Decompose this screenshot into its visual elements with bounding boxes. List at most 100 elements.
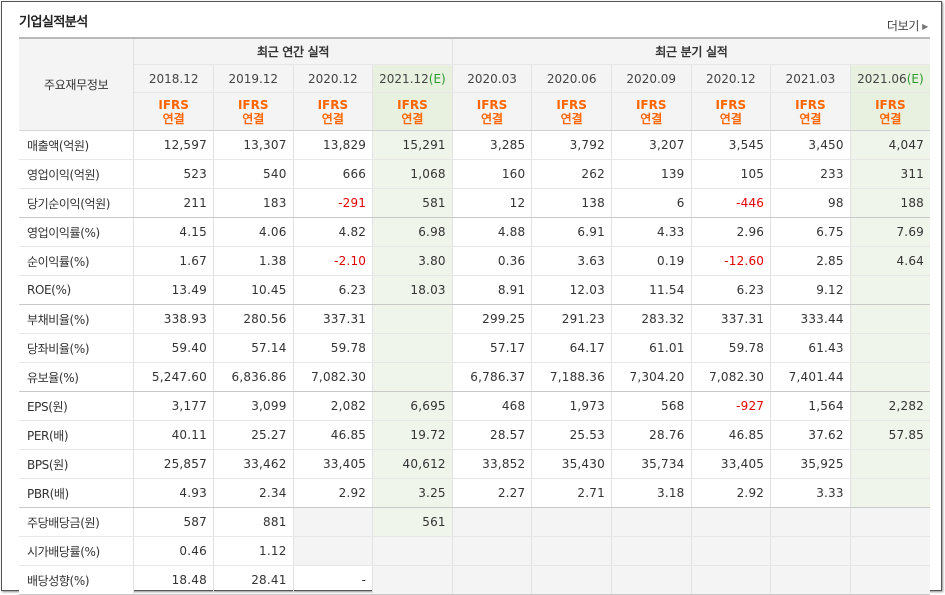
value-cell: -446 xyxy=(691,188,772,218)
period-label: 2021.06 xyxy=(857,71,907,86)
value-cell: 19.72 xyxy=(372,420,453,450)
basis-ifrs: IFRS xyxy=(556,97,587,112)
value-cell xyxy=(293,536,374,566)
value-cell xyxy=(850,275,930,305)
value-cell: 666 xyxy=(293,159,374,189)
value-cell: 2,282 xyxy=(850,391,930,421)
value-cell xyxy=(611,507,692,537)
value-cell: 25.53 xyxy=(531,420,612,450)
value-cell: 4.06 xyxy=(213,217,294,247)
value-cell: 105 xyxy=(691,159,772,189)
value-cell: 7,188.36 xyxy=(531,362,612,392)
value-cell: 5,247.60 xyxy=(133,362,214,392)
value-cell: 338.93 xyxy=(133,304,214,334)
value-cell: 12.03 xyxy=(531,275,612,305)
value-cell xyxy=(372,362,453,392)
value-cell: 568 xyxy=(611,391,692,421)
value-cell xyxy=(372,536,453,566)
value-cell: 4.15 xyxy=(133,217,214,247)
value-cell: 3.18 xyxy=(611,478,692,508)
table-row: 영업이익(억원) 523 540 666 1,068 160 262 139 105 233 311 xyxy=(19,159,930,189)
value-cell xyxy=(691,507,772,537)
table-row: 부채비율(%) 338.93 280.56 337.31 299.25 291.23 283… xyxy=(19,304,930,334)
value-cell: 523 xyxy=(133,159,214,189)
value-cell xyxy=(451,565,533,595)
value-cell xyxy=(850,304,930,334)
value-cell: -2.10 xyxy=(293,246,374,276)
table-row: 당기순이익(억원) 211 183 -291 581 12 138 6 -446 98 188 xyxy=(19,188,930,218)
group-header-quarter: 최근 분기 실적 xyxy=(451,37,930,65)
period-label: 2018.12 xyxy=(148,71,199,86)
period-label: 2020.12 xyxy=(706,71,756,86)
value-cell: 3,545 xyxy=(691,130,772,160)
period-header: 2019.12 xyxy=(213,64,294,93)
value-cell: 9.12 xyxy=(770,275,851,305)
basis-consolidated: 연결 xyxy=(321,111,344,126)
row-label: 당좌비율(%) xyxy=(19,333,135,363)
value-cell: - xyxy=(293,565,374,595)
value-cell: 35,430 xyxy=(531,449,612,479)
value-cell: 64.17 xyxy=(531,333,612,363)
value-cell: 11.54 xyxy=(611,275,692,305)
value-cell xyxy=(850,449,930,479)
table-row: 영업이익률(%) 4.15 4.06 4.82 6.98 4.88 6.91 4.33 2.96… xyxy=(19,217,930,247)
table-row: EPS(원) 3,177 3,099 2,082 6,695 468 1,973 568 -92… xyxy=(19,391,930,421)
row-label: PER(배) xyxy=(19,420,135,450)
value-cell: 7,401.44 xyxy=(770,362,851,392)
basis-consolidated: 연결 xyxy=(560,111,583,126)
basis-consolidated: 연결 xyxy=(401,111,424,126)
value-cell: 13,307 xyxy=(213,130,294,160)
value-cell: 0.36 xyxy=(451,246,533,276)
value-cell: 33,462 xyxy=(213,449,294,479)
value-cell: 4.88 xyxy=(451,217,533,247)
value-cell: 1,973 xyxy=(531,391,612,421)
value-cell: 0.19 xyxy=(611,246,692,276)
value-cell: 18.03 xyxy=(372,275,453,305)
value-cell: 7,082.30 xyxy=(293,362,374,392)
basis-header: IFRS 연결 xyxy=(133,92,214,131)
value-cell: 299.25 xyxy=(451,304,533,334)
value-cell: 7,082.30 xyxy=(691,362,772,392)
value-cell xyxy=(850,478,930,508)
value-cell: 587 xyxy=(133,507,214,537)
value-cell: 4.33 xyxy=(611,217,692,247)
value-cell: 233 xyxy=(770,159,851,189)
value-cell: 188 xyxy=(850,188,930,218)
value-cell: 10.45 xyxy=(213,275,294,305)
value-cell xyxy=(531,536,612,566)
basis-consolidated: 연결 xyxy=(481,111,504,126)
basis-header: IFRS 연결 xyxy=(293,92,374,131)
period-header: 2018.12 xyxy=(133,64,214,93)
row-label: 부채비율(%) xyxy=(19,304,135,334)
value-cell: 561 xyxy=(372,507,453,537)
value-cell: 3,450 xyxy=(770,130,851,160)
period-label: 2019.12 xyxy=(228,71,279,86)
value-cell: 12 xyxy=(451,188,533,218)
panel-title: 기업실적분석 xyxy=(19,15,88,30)
value-cell: 25,857 xyxy=(133,449,214,479)
value-cell: 6.23 xyxy=(691,275,772,305)
value-cell xyxy=(611,536,692,566)
value-cell: 46.85 xyxy=(293,420,374,450)
value-cell xyxy=(531,565,612,595)
value-cell: 1,564 xyxy=(770,391,851,421)
value-cell xyxy=(531,507,612,537)
basis-header: IFRS 연결 xyxy=(770,92,851,131)
basis-header: IFRS 연결 xyxy=(611,92,692,131)
value-cell: 6,695 xyxy=(372,391,453,421)
basis-consolidated: 연결 xyxy=(799,111,822,126)
estimate-mark: (E) xyxy=(906,71,924,86)
value-cell: 311 xyxy=(850,159,930,189)
more-link[interactable]: 더보기 ▶ xyxy=(887,17,928,34)
value-cell: 28.41 xyxy=(213,565,294,595)
value-cell: 61.01 xyxy=(611,333,692,363)
value-cell: 2.85 xyxy=(770,246,851,276)
period-header: 2020.03 xyxy=(451,64,533,93)
basis-ifrs: IFRS xyxy=(397,97,428,112)
period-header: 2020.06 xyxy=(531,64,612,93)
value-cell: 337.31 xyxy=(691,304,772,334)
basis-ifrs: IFRS xyxy=(635,97,667,112)
basis-ifrs: IFRS xyxy=(237,97,269,112)
value-cell: 28.76 xyxy=(611,420,692,450)
value-cell: 37.62 xyxy=(770,420,851,450)
